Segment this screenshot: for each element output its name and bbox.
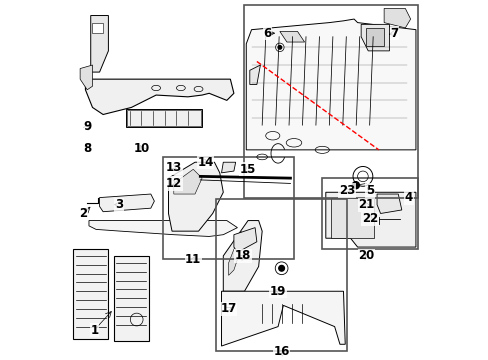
Bar (216, 199, 346, 351)
Polygon shape (91, 15, 108, 72)
Text: 8: 8 (83, 141, 91, 154)
Circle shape (351, 182, 359, 189)
Bar (73, 249, 108, 339)
Text: 22: 22 (361, 212, 377, 225)
Polygon shape (92, 23, 103, 33)
Text: 21: 21 (358, 198, 374, 211)
Polygon shape (246, 19, 415, 150)
Text: 12: 12 (165, 177, 182, 190)
Text: 17: 17 (220, 302, 236, 315)
Bar (114, 256, 149, 341)
Polygon shape (221, 162, 235, 173)
Text: 5: 5 (365, 184, 373, 197)
Text: 10: 10 (134, 141, 150, 154)
Polygon shape (325, 192, 415, 247)
Text: 18: 18 (234, 249, 250, 262)
Circle shape (278, 46, 281, 49)
Text: 16: 16 (273, 345, 289, 358)
Text: 13: 13 (165, 161, 182, 174)
Bar (127, 110, 201, 126)
Bar (126, 109, 202, 127)
Text: 3: 3 (115, 198, 123, 211)
Bar (322, 178, 417, 249)
Text: 1: 1 (90, 324, 98, 337)
Polygon shape (168, 162, 223, 231)
Polygon shape (279, 31, 304, 42)
Text: 19: 19 (269, 285, 285, 298)
Bar (163, 157, 293, 260)
Text: 6: 6 (263, 27, 271, 40)
Bar (330, 198, 373, 238)
Bar (244, 5, 417, 198)
Text: 20: 20 (358, 249, 374, 262)
Polygon shape (376, 194, 401, 213)
Text: 7: 7 (390, 27, 398, 40)
Polygon shape (233, 228, 256, 252)
Text: 11: 11 (185, 253, 201, 266)
Text: 23: 23 (338, 184, 354, 197)
Polygon shape (89, 221, 237, 237)
Polygon shape (384, 8, 410, 28)
Text: 9: 9 (83, 120, 91, 133)
Polygon shape (173, 169, 202, 194)
Circle shape (278, 265, 284, 271)
Text: 4: 4 (404, 191, 412, 204)
Polygon shape (100, 194, 154, 212)
Polygon shape (85, 79, 233, 114)
Bar (366, 28, 384, 46)
Polygon shape (221, 291, 345, 346)
Polygon shape (361, 24, 388, 51)
Polygon shape (223, 221, 262, 291)
Text: 14: 14 (197, 156, 213, 169)
Polygon shape (80, 65, 92, 90)
Polygon shape (249, 65, 260, 85)
Polygon shape (228, 231, 244, 275)
Text: 2: 2 (80, 207, 87, 220)
Text: 15: 15 (239, 163, 256, 176)
